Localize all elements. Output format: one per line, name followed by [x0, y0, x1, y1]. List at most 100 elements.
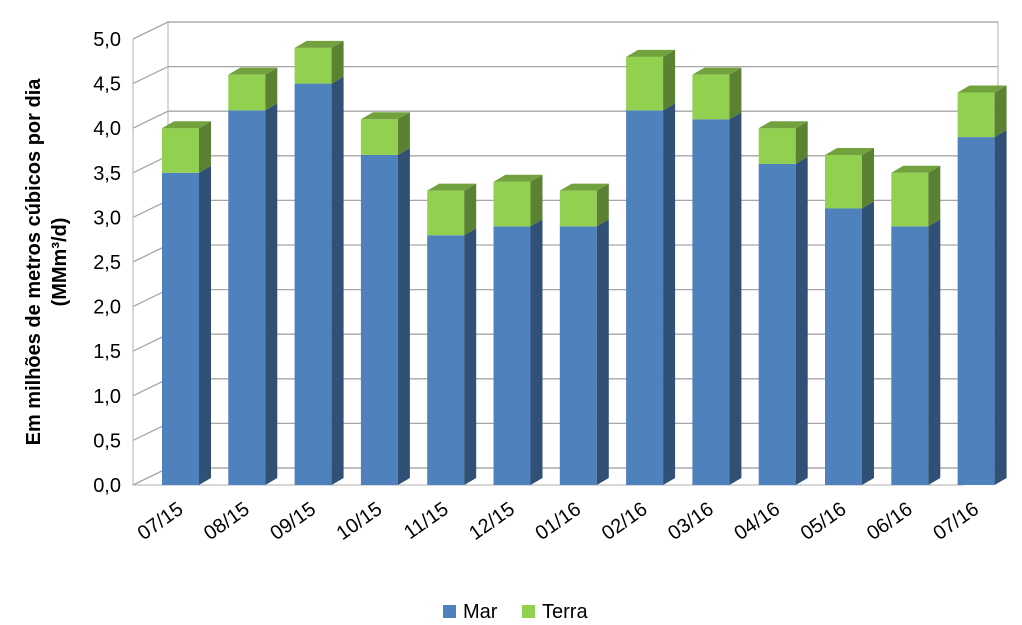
legend-label-mar: Mar	[463, 601, 498, 623]
bar-stack	[891, 165, 941, 485]
legend-label-terra: Terra	[542, 601, 588, 623]
bar-segment-mar	[294, 83, 332, 485]
bar-segment-terra	[758, 128, 796, 164]
bar-stack	[825, 147, 874, 486]
x-tick-label: 03/16	[664, 498, 718, 545]
bar-stack	[758, 121, 808, 485]
bar-segment-mar	[891, 226, 929, 485]
bar-top-terra	[957, 85, 1007, 93]
y-tick-label: 5,0	[93, 29, 121, 51]
bar-side-mar	[994, 130, 1007, 485]
bar-side-mar	[199, 165, 211, 486]
y-tick-label: 0,5	[93, 430, 121, 452]
x-tick-label: 01/16	[532, 498, 586, 545]
bar-segment-terra	[559, 190, 597, 227]
bar-segment-terra	[891, 172, 929, 227]
bar-top-terra	[427, 183, 477, 191]
legend-swatch-terra	[522, 605, 535, 618]
bar-segment-terra	[294, 47, 332, 84]
x-tick-label: 06/16	[863, 498, 917, 545]
bar-stack	[294, 40, 344, 485]
x-tick-label: 11/15	[400, 498, 452, 544]
x-tick-label: 08/15	[200, 498, 254, 545]
bar-stack	[626, 49, 676, 486]
gridline	[132, 21, 998, 40]
legend: Mar Terra	[443, 601, 588, 623]
bar-side-mar	[530, 219, 543, 485]
bar-side-mar	[729, 112, 742, 485]
y-tick-label: 3,5	[93, 163, 121, 185]
bar-stack	[692, 67, 742, 485]
bar-top-terra	[825, 147, 874, 155]
x-tick-label: 12/15	[465, 498, 519, 545]
bar-stack	[360, 112, 410, 485]
bar-segment-mar	[692, 119, 730, 485]
bar-side-terra	[862, 147, 874, 209]
bar-side-mar	[928, 219, 941, 485]
bar-top-terra	[891, 165, 941, 173]
bar-side-mar	[265, 103, 278, 486]
bar-top-terra	[360, 112, 410, 120]
bar-side-terra	[397, 112, 410, 155]
x-tick-label: 07/15	[134, 498, 188, 545]
bar-segment-terra	[360, 119, 398, 155]
bar-stack	[957, 85, 1007, 485]
gridline	[132, 65, 998, 85]
y-tick-label: 2,5	[93, 252, 121, 274]
y-tick-label: 3,0	[93, 207, 121, 229]
bar-segment-mar	[758, 163, 796, 485]
bar-segment-mar	[427, 235, 465, 485]
x-tick-label: 04/16	[730, 498, 784, 545]
bar-segment-terra	[162, 128, 199, 173]
bar-side-terra	[331, 40, 344, 84]
bar-segment-mar	[957, 137, 995, 485]
bar-top-terra	[692, 67, 742, 75]
bar-side-terra	[596, 183, 609, 227]
y-tick-label: 4,5	[93, 74, 121, 96]
bar-side-mar	[397, 147, 410, 485]
bar-side-mar	[331, 76, 344, 485]
bar-segment-terra	[626, 56, 664, 111]
bar-top-terra	[758, 121, 808, 129]
x-tick-label: 07/16	[929, 498, 983, 545]
bar-side-terra	[994, 85, 1007, 138]
x-tick-label: 02/16	[598, 498, 652, 545]
bar-side-terra	[265, 67, 278, 111]
bar-segment-terra	[825, 154, 862, 209]
bar-top-terra	[228, 67, 278, 75]
bar-side-terra	[663, 49, 676, 111]
bar-side-terra	[729, 67, 742, 120]
y-tick-label: 1,5	[93, 341, 121, 363]
bar-stack	[493, 174, 543, 485]
bar-segment-terra	[493, 181, 531, 227]
bar-side-mar	[596, 219, 609, 485]
bar-side-mar	[795, 156, 808, 485]
x-tick-label: 05/16	[797, 498, 851, 545]
bar-segment-mar	[493, 226, 531, 485]
bar-top-terra	[626, 49, 676, 57]
bar-top-terra	[559, 183, 609, 191]
bar-top-terra	[294, 40, 344, 48]
y-tick-label: 1,0	[93, 386, 121, 408]
bar-segment-terra	[228, 74, 266, 111]
bar-segment-terra	[692, 74, 730, 120]
bars	[162, 40, 1007, 486]
bar-segment-mar	[559, 226, 597, 485]
bar-side-mar	[862, 201, 874, 486]
bar-side-terra	[199, 121, 211, 173]
y-tick-label: 2,0	[93, 297, 121, 319]
bar-side-terra	[795, 121, 808, 164]
bar-side-terra	[928, 165, 941, 227]
bar-segment-mar	[162, 172, 199, 486]
bar-top-terra	[162, 121, 211, 129]
bar-side-mar	[464, 228, 477, 486]
legend-swatch-mar	[443, 605, 456, 618]
y-tick-label: 0,0	[93, 475, 121, 497]
bar-segment-mar	[825, 208, 862, 486]
bar-top-terra	[493, 174, 543, 182]
bar-side-mar	[663, 103, 676, 486]
x-tick-label: 10/15	[333, 498, 387, 545]
bar-segment-terra	[427, 190, 465, 236]
bar-side-terra	[464, 183, 477, 236]
